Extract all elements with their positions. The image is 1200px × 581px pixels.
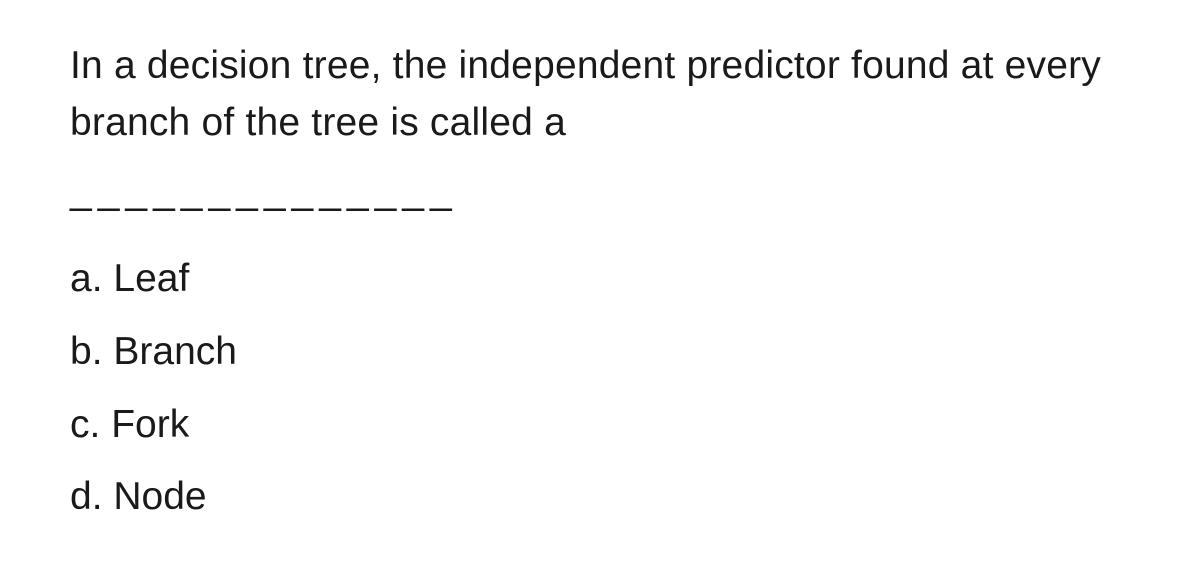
option-a[interactable]: a. Leaf <box>70 256 1130 303</box>
fill-in-blank: ______________ <box>70 171 1130 210</box>
option-b[interactable]: b. Branch <box>70 329 1130 376</box>
option-label: Node <box>113 475 206 518</box>
option-label: Leaf <box>113 257 189 300</box>
option-letter: a. <box>70 257 103 300</box>
option-label: Fork <box>111 403 189 446</box>
option-d[interactable]: d. Node <box>70 474 1130 521</box>
options-list: a. Leaf b. Branch c. Fork d. Node <box>70 256 1130 521</box>
option-letter: d. <box>70 475 103 518</box>
question-text: In a decision tree, the independent pred… <box>70 38 1130 151</box>
option-letter: c. <box>70 403 100 446</box>
option-letter: b. <box>70 330 103 373</box>
option-label: Branch <box>113 330 237 373</box>
option-c[interactable]: c. Fork <box>70 402 1130 449</box>
question-page: In a decision tree, the independent pred… <box>0 0 1200 521</box>
